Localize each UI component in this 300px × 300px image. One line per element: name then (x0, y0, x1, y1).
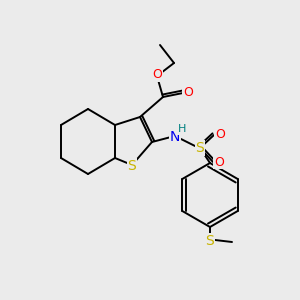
Text: S: S (128, 159, 136, 173)
Text: S: S (196, 141, 204, 155)
Text: N: N (170, 130, 180, 144)
Text: O: O (215, 128, 225, 142)
Text: O: O (152, 68, 162, 82)
Text: O: O (214, 155, 224, 169)
Text: H: H (178, 124, 186, 134)
Text: S: S (206, 234, 214, 248)
Text: O: O (183, 86, 193, 100)
